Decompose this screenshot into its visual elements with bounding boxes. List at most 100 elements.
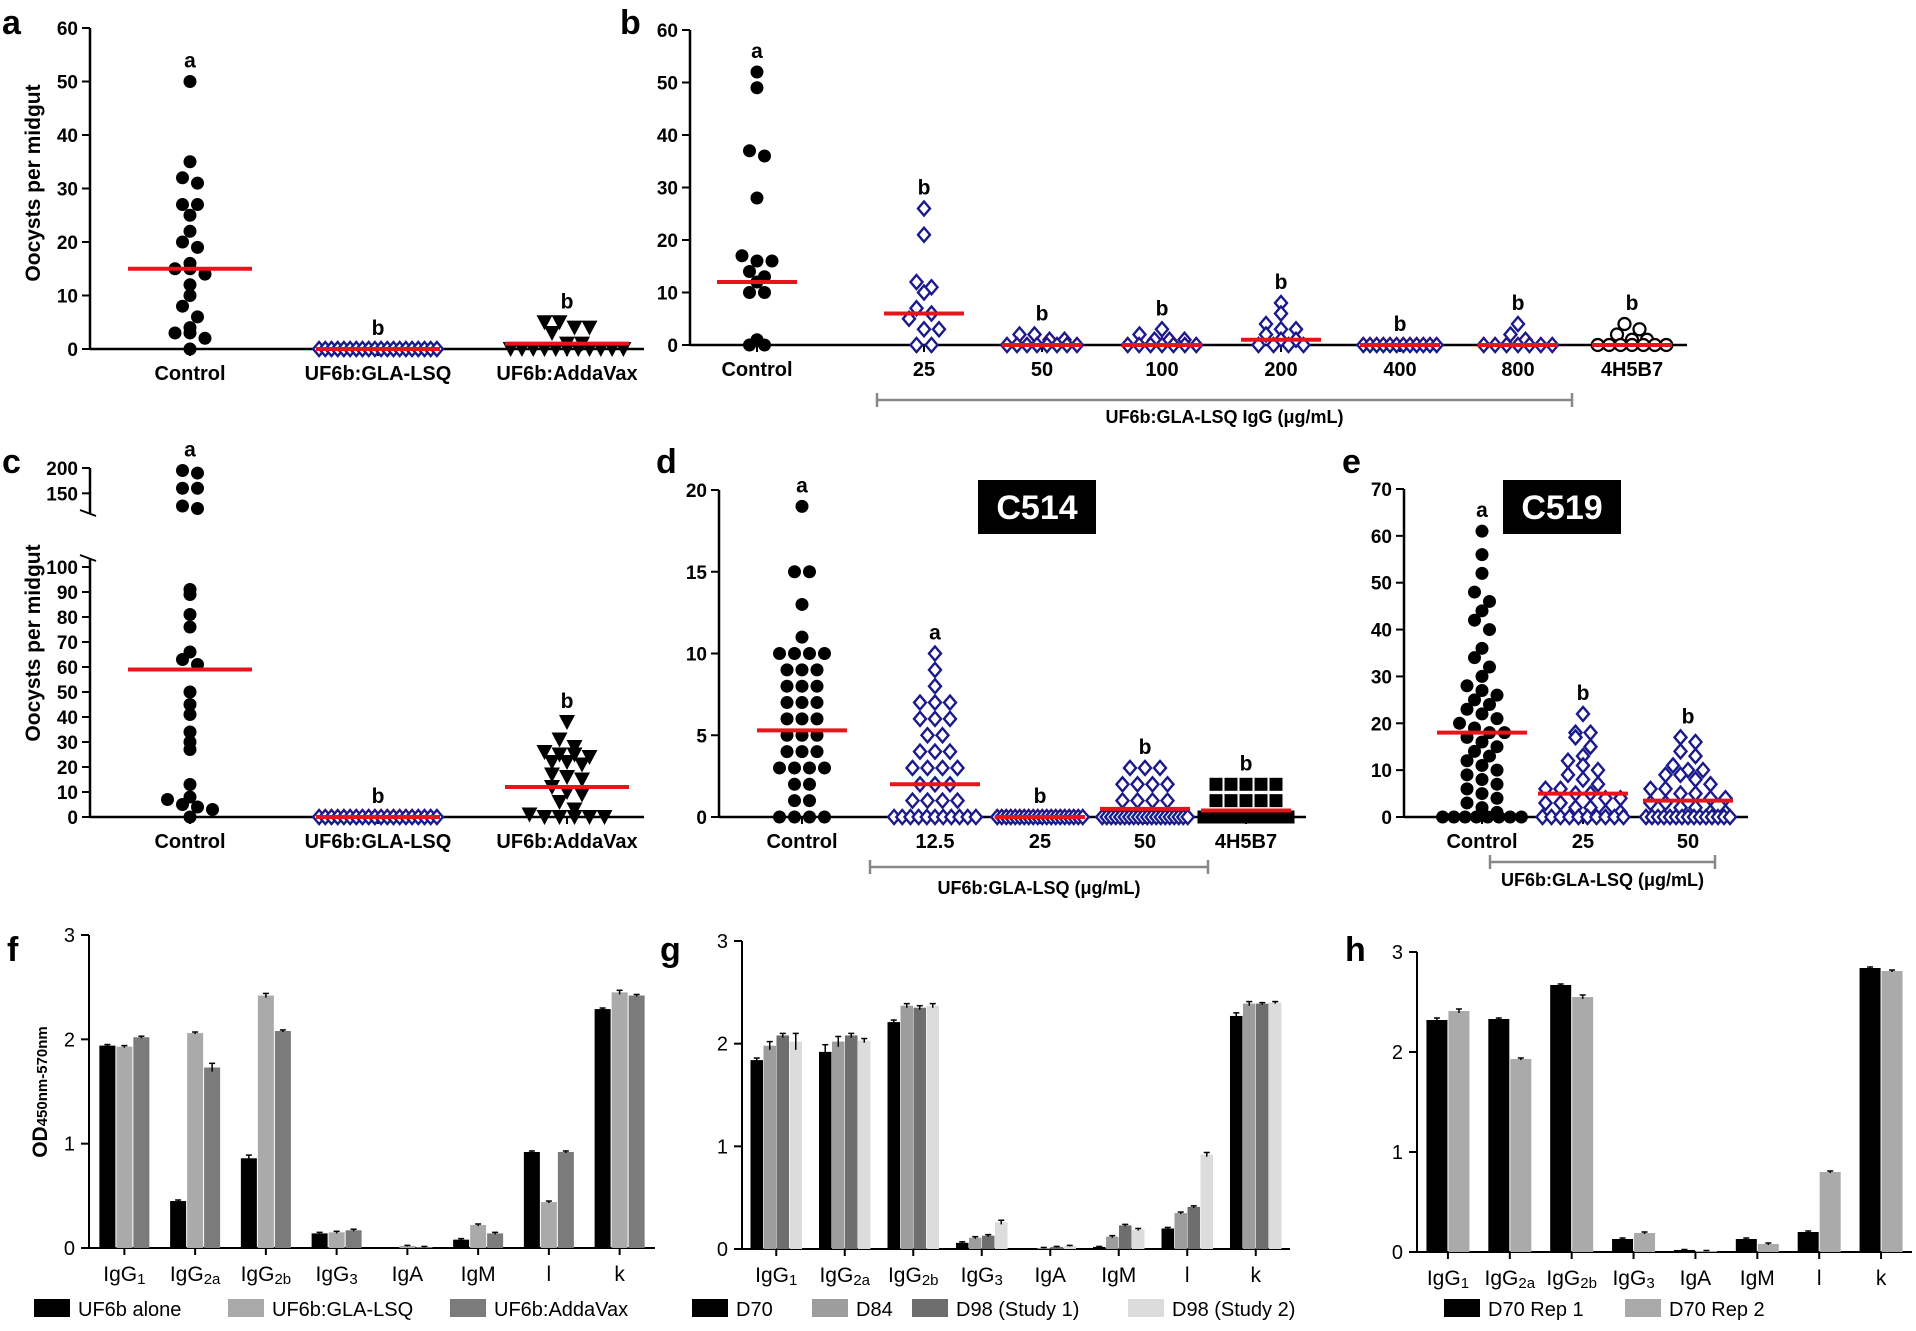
data-point bbox=[566, 320, 583, 336]
bar bbox=[845, 1035, 858, 1249]
y-tick-label: 50 bbox=[1371, 574, 1392, 595]
y-tick-label: 5 bbox=[696, 726, 707, 747]
bar bbox=[750, 1060, 763, 1249]
data-point bbox=[788, 777, 801, 791]
data-point bbox=[559, 770, 575, 785]
data-point bbox=[904, 759, 921, 777]
data-point bbox=[919, 759, 936, 777]
bar bbox=[832, 1041, 845, 1249]
strain-label: C514 bbox=[996, 489, 1077, 527]
data-point bbox=[1575, 756, 1591, 775]
data-point bbox=[912, 693, 928, 712]
bar bbox=[1735, 1239, 1757, 1252]
significance-letter: a bbox=[929, 622, 941, 645]
data-point bbox=[1144, 775, 1161, 794]
bar bbox=[1119, 1225, 1132, 1249]
x-category-label: IgM bbox=[461, 1263, 496, 1286]
panel-c: c 0 10 20 30 40 50 60 70 80 90 100 150 200 Oocysts per… bbox=[2, 439, 644, 853]
legend-label: D70 Rep 2 bbox=[1669, 1299, 1765, 1321]
data-point bbox=[795, 679, 809, 693]
y-tick-label: 40 bbox=[1371, 621, 1392, 642]
data-point bbox=[183, 725, 197, 739]
panel-h: h 0 1 2 3 IgG1 IgG2a IgG2b IgG3 IgA IgM l k D70 Rep 1… bbox=[1345, 931, 1912, 1321]
data-point bbox=[1129, 775, 1146, 794]
data-point bbox=[183, 326, 197, 340]
y-tick-label: 40 bbox=[57, 708, 78, 729]
data-point bbox=[551, 795, 568, 810]
bar bbox=[257, 995, 274, 1248]
bar bbox=[628, 995, 645, 1248]
x-category-label: 100 bbox=[1145, 359, 1178, 381]
bar bbox=[1797, 1232, 1819, 1252]
x-category-label: 800 bbox=[1501, 359, 1534, 381]
data-point bbox=[803, 565, 816, 579]
data-point bbox=[758, 149, 771, 163]
y-tick-label: 40 bbox=[57, 126, 78, 147]
y-tick-label: 0 bbox=[67, 808, 78, 829]
bar bbox=[1510, 1059, 1532, 1252]
legend-swatch bbox=[450, 1299, 486, 1317]
data-point bbox=[773, 647, 786, 660]
data-point bbox=[544, 755, 560, 770]
data-point bbox=[168, 326, 182, 340]
data-point bbox=[1152, 759, 1168, 777]
x-category-label: IgG1 bbox=[103, 1263, 145, 1288]
panel-g: g 0 1 2 3 IgG1 IgG2a IgG2b IgG3 IgA IgM l k D70 D84 D98… bbox=[660, 931, 1295, 1321]
data-point bbox=[183, 588, 197, 601]
bar bbox=[887, 1022, 900, 1249]
data-point bbox=[927, 742, 943, 761]
x-category-label: IgG2b bbox=[888, 1264, 939, 1289]
data-point bbox=[521, 807, 538, 823]
y-tick-label: 1 bbox=[717, 1136, 728, 1158]
strain-label: C519 bbox=[1521, 489, 1602, 527]
data-point bbox=[1114, 791, 1131, 810]
data-point bbox=[810, 663, 824, 677]
bar bbox=[170, 1201, 187, 1248]
bar bbox=[1819, 1172, 1841, 1252]
x-category-label: k bbox=[1876, 1267, 1887, 1290]
y-tick-label: 0 bbox=[64, 1238, 75, 1260]
data-point bbox=[1458, 810, 1472, 824]
y-axis-label: Oocysts per midgut bbox=[22, 84, 45, 281]
data-point bbox=[559, 755, 575, 770]
data-point bbox=[927, 661, 943, 679]
data-point bbox=[1475, 735, 1489, 749]
data-point bbox=[206, 803, 219, 816]
panel-d: d 0 5 10 15 20 Control a 12.5 a 25 b 50 b 4H5B7 b UF6b:G… bbox=[656, 443, 1306, 898]
data-point bbox=[1460, 702, 1474, 716]
data-point bbox=[916, 225, 932, 244]
data-point bbox=[750, 81, 764, 95]
data-point bbox=[1695, 761, 1711, 779]
bar bbox=[345, 1230, 362, 1248]
x-category-label: 4H5B7 bbox=[1601, 359, 1663, 381]
data-point bbox=[1490, 791, 1504, 805]
x-category-label: Control bbox=[721, 359, 792, 381]
data-point bbox=[1475, 801, 1489, 815]
bar bbox=[311, 1233, 328, 1248]
data-point bbox=[176, 171, 189, 185]
data-point bbox=[788, 810, 801, 824]
data-point bbox=[566, 810, 583, 825]
legend-swatch bbox=[812, 1299, 848, 1317]
bar bbox=[1050, 1246, 1063, 1249]
legend-label: D98 (Study 2) bbox=[1172, 1299, 1295, 1321]
data-point bbox=[1582, 723, 1599, 742]
bar bbox=[1757, 1244, 1779, 1252]
data-point bbox=[1590, 775, 1606, 794]
data-point bbox=[191, 198, 204, 212]
data-point bbox=[183, 342, 197, 356]
bar bbox=[187, 1033, 204, 1248]
y-tick-label: 60 bbox=[657, 21, 678, 42]
data-point bbox=[581, 810, 598, 825]
data-point bbox=[1615, 808, 1632, 826]
x-category-label: UF6b:GLA-LSQ bbox=[305, 831, 452, 853]
data-point bbox=[1490, 712, 1504, 726]
bar bbox=[1881, 971, 1903, 1252]
x-category-label: 4H5B7 bbox=[1215, 831, 1277, 853]
bar bbox=[982, 1235, 995, 1249]
data-point bbox=[780, 663, 794, 677]
data-point bbox=[927, 677, 943, 696]
data-point bbox=[581, 320, 598, 336]
data-point bbox=[536, 315, 553, 331]
x-category-label: IgG1 bbox=[755, 1264, 797, 1289]
